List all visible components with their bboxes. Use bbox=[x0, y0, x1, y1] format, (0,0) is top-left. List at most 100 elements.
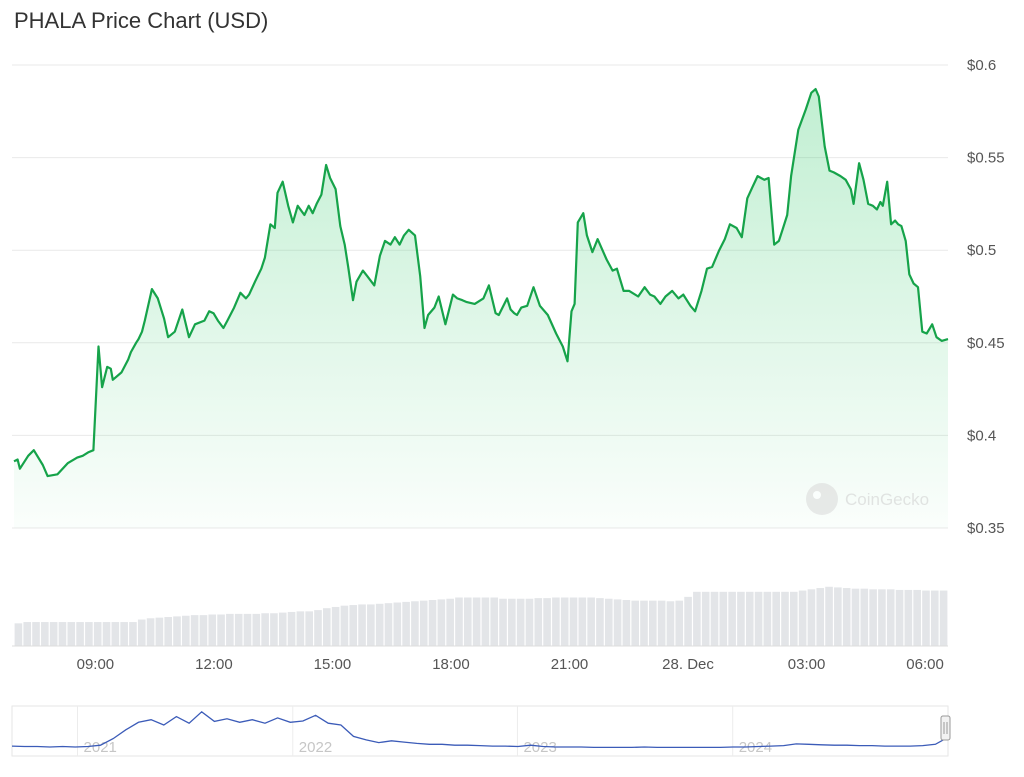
volume-bar bbox=[76, 622, 84, 646]
volume-bar bbox=[710, 591, 719, 646]
volume-bar bbox=[182, 615, 190, 646]
volume-bar bbox=[860, 588, 869, 646]
y-tick-label: $0.4 bbox=[967, 427, 996, 444]
volume-bar bbox=[851, 588, 860, 646]
volume-bar bbox=[481, 597, 490, 646]
volume-bar bbox=[878, 589, 886, 646]
volume-bar bbox=[322, 608, 331, 646]
volume-bar bbox=[781, 591, 789, 646]
range-navigator[interactable]: 2021 2022 2023 2024 bbox=[11, 705, 951, 757]
x-tick-label: 18:00 bbox=[432, 656, 470, 673]
volume-bar bbox=[234, 613, 243, 646]
volume-bar bbox=[622, 600, 631, 646]
volume-bar bbox=[569, 597, 578, 646]
volume-bar bbox=[446, 598, 454, 646]
volume-bar bbox=[93, 622, 102, 646]
volume-bar bbox=[278, 612, 287, 646]
y-tick-label: $0.5 bbox=[967, 242, 996, 259]
volume-bar bbox=[287, 611, 296, 646]
volume-bar bbox=[437, 599, 446, 646]
volume-bar bbox=[411, 601, 419, 646]
volume-bar bbox=[763, 591, 772, 646]
navigator-year-label: 2024 bbox=[739, 739, 772, 756]
volume-bar bbox=[129, 622, 137, 646]
volume-bar bbox=[754, 591, 763, 646]
volume-bar bbox=[886, 589, 895, 646]
y-axis: $0.6 $0.55 $0.5 $0.45 $0.4 $0.35 bbox=[967, 57, 1005, 537]
volume-bar bbox=[217, 614, 225, 646]
volume-bar bbox=[393, 602, 402, 646]
volume-bar bbox=[693, 591, 701, 646]
navigator-handle[interactable] bbox=[940, 715, 951, 741]
volume-bar bbox=[199, 615, 208, 646]
navigator-labels: 2021 2022 2023 2024 bbox=[84, 739, 773, 756]
volume-bar bbox=[463, 597, 472, 646]
navigator-year-label: 2022 bbox=[299, 739, 332, 756]
volume-bar bbox=[640, 600, 648, 646]
volume-bar bbox=[367, 604, 375, 646]
price-area-fill bbox=[14, 89, 948, 528]
y-tick-label: $0.6 bbox=[967, 57, 996, 74]
volume-bar bbox=[816, 588, 825, 646]
volume-bar bbox=[358, 604, 366, 646]
volume-bar bbox=[428, 600, 437, 646]
volume-bar bbox=[49, 622, 58, 646]
volume-bar bbox=[296, 611, 305, 646]
volume-bar bbox=[516, 598, 525, 646]
volume-bar bbox=[578, 597, 587, 646]
volume-bar bbox=[67, 622, 76, 646]
price-series[interactable] bbox=[13, 88, 949, 528]
volume-bar bbox=[340, 605, 349, 646]
volume-bar bbox=[305, 611, 313, 646]
volume-bar bbox=[789, 591, 798, 646]
volume-bar bbox=[331, 606, 340, 646]
volume-bar bbox=[772, 591, 780, 646]
volume-bar bbox=[930, 590, 939, 646]
volume-bar bbox=[349, 605, 358, 646]
volume-bar bbox=[737, 591, 745, 646]
price-line[interactable] bbox=[13, 88, 949, 478]
volume-bar bbox=[472, 597, 481, 646]
volume-bar bbox=[834, 587, 842, 646]
volume-bar bbox=[85, 622, 93, 646]
volume-bar bbox=[728, 591, 736, 646]
navigator-series-line bbox=[11, 710, 949, 749]
volume-bar bbox=[499, 598, 507, 646]
volume-bar bbox=[146, 618, 155, 646]
volume-bar bbox=[939, 590, 948, 646]
volume-bar bbox=[419, 600, 428, 646]
chart-title: PHALA Price Chart (USD) bbox=[14, 8, 269, 33]
volume-bar bbox=[490, 597, 499, 646]
volume-bar bbox=[675, 600, 684, 646]
volume-bar bbox=[745, 591, 754, 646]
volume-bar bbox=[869, 589, 877, 646]
navigator-year-label: 2023 bbox=[523, 739, 556, 756]
volume-bar bbox=[719, 591, 728, 646]
x-tick-label: 21:00 bbox=[551, 656, 589, 673]
x-tick-label: 28. Dec bbox=[662, 656, 714, 673]
volume-bar bbox=[14, 623, 23, 646]
volume-bar bbox=[684, 596, 692, 646]
volume-bar bbox=[525, 598, 534, 646]
coingecko-watermark: CoinGecko bbox=[806, 483, 929, 515]
volume-bar bbox=[173, 616, 181, 646]
volume-bar bbox=[155, 617, 164, 646]
volume-bar bbox=[604, 598, 613, 646]
watermark-text: CoinGecko bbox=[845, 490, 929, 509]
volume-bar bbox=[543, 598, 551, 646]
x-axis: 09:00 12:00 15:00 18:00 21:00 28. Dec 03:00 06:… bbox=[12, 645, 948, 673]
volume-bar bbox=[102, 622, 111, 646]
volume-bar bbox=[904, 589, 913, 646]
volume-bar bbox=[120, 622, 128, 646]
volume-bar bbox=[534, 598, 543, 646]
volume-bar bbox=[252, 613, 261, 646]
navigator-year-label: 2021 bbox=[84, 739, 117, 756]
navigator-frame bbox=[11, 705, 949, 757]
coingecko-logo-icon bbox=[806, 483, 838, 515]
volume-bar bbox=[270, 613, 278, 646]
volume-bar bbox=[111, 622, 120, 646]
volume-bar bbox=[226, 613, 234, 646]
volume-bar bbox=[314, 610, 322, 646]
coingecko-logo-eye bbox=[813, 491, 821, 499]
